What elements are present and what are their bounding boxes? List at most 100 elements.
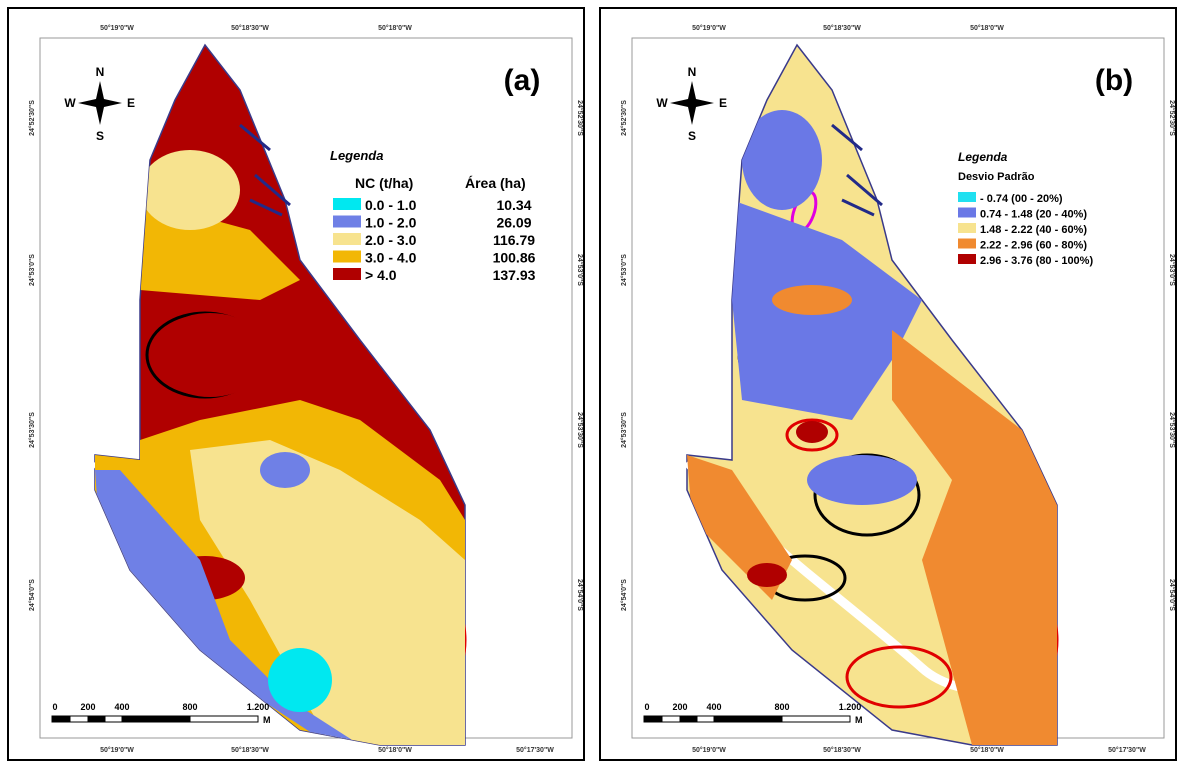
coord-label: 24°54'0"S [620,579,628,611]
legend-area: 116.79 [493,232,535,248]
scale-segment [69,715,89,723]
compass-n: N [96,65,105,79]
panel-label: (b) [1095,64,1133,97]
scale-unit: M [263,715,271,725]
scale-label: 1.200 [247,702,270,712]
compass-s: S [688,129,696,143]
scale-label: 400 [114,702,129,712]
compass-e: E [719,96,727,110]
compass-w: W [656,96,668,110]
scale-label: 1.200 [839,702,862,712]
legend-title: Legenda [330,148,383,163]
legend-swatch [958,254,976,264]
class-patch [772,285,852,315]
scale-segment [51,715,71,723]
legend-range: 3.0 - 4.0 [365,250,417,266]
legend-swatch [333,215,361,228]
channel [239,123,291,217]
highlight-ellipse [813,453,921,537]
coord-label: 24°52'30"S [576,100,584,136]
coord-label: 24°52'30"S [28,100,36,136]
scale-segment [661,715,681,723]
legend-swatch [333,198,361,210]
legend-swatch [333,250,361,263]
legend-area: 10.34 [496,197,531,213]
coord-label: 50°18'30"W [823,24,861,32]
scale-label: 400 [706,702,721,712]
scale-segment [679,715,698,723]
coord-label: 24°53'0"S [1168,254,1176,286]
class-patch [807,455,917,505]
scale-segment [121,715,191,723]
compass-n: N [688,65,697,79]
coord-label: 24°52'30"S [1168,100,1176,136]
coord-label: 50°19'0"W [692,746,726,754]
legend-header: Área (ha) [465,175,526,191]
legend-swatch [958,238,976,249]
coord-label: 24°53'0"S [576,254,584,286]
coord-label: 50°18'0"W [378,746,412,754]
patch-group [687,110,1057,745]
class-patch [892,330,1057,745]
legend-area: 137.93 [493,267,536,283]
coord-label: 50°18'0"W [970,746,1004,754]
map-frame [631,37,1165,739]
legend-range: 0.0 - 1.0 [365,197,417,213]
legend-area: 100.86 [493,250,536,266]
legend-swatch [333,268,361,280]
scale-label: 800 [182,702,197,712]
legend-swatch [958,207,976,218]
legend-range: 2.22 - 2.96 (60 - 80%) [980,240,1087,252]
scale-segment [87,715,106,723]
coord-label: 24°53'30"S [576,412,584,448]
legend-range: 2.0 - 3.0 [365,232,417,248]
scale-segment [696,715,715,723]
scale-unit: M [855,715,863,725]
legend-swatch [958,223,976,233]
compass-s: S [96,129,104,143]
coord-label: 50°18'0"W [970,24,1004,32]
class-patch [95,470,360,745]
coord-label: 24°54'0"S [1168,579,1176,611]
channel [831,123,883,217]
legend-range: 0.74 - 1.48 (20 - 40%) [980,209,1087,221]
coord-label: 50°17'30"W [1108,746,1146,754]
patches [687,110,1057,745]
map-panel: 50°19'0"W 50°18'30"W 50°18'0"W 50°19'0"W 50°… [599,7,1177,761]
coord-label: 24°53'30"S [620,412,628,448]
compass-rose [670,81,714,125]
compass-rose [78,81,122,125]
class-patch [140,150,240,230]
scale-segment [713,715,783,723]
legend-header: NC (t/ha) [355,175,413,191]
class-patch [268,648,332,712]
legend-range: 1.48 - 2.22 (40 - 60%) [980,224,1087,236]
coord-label: 50°18'30"W [231,746,269,754]
map-panel: 50°19'0"W 50°18'30"W 50°18'0"W 50°19'0"W 50°… [7,7,585,761]
compass-w: W [64,96,76,110]
legend-range: 2.96 - 3.76 (80 - 100%) [980,255,1093,267]
compass-e: E [127,96,135,110]
scale-segment [104,715,123,723]
coord-label: 24°54'0"S [28,579,36,611]
legend-range: 1.0 - 2.0 [365,215,417,231]
class-patch [742,110,822,210]
highlight-ellipse [845,645,953,709]
class-patch [796,421,828,443]
coord-label: 24°53'0"S [620,254,628,286]
scale-label: 0 [644,702,649,712]
legend-range: - 0.74 (00 - 20%) [980,193,1063,205]
class-patch [190,440,465,745]
coord-label: 24°53'30"S [28,412,36,448]
class-patch [260,452,310,488]
legend-title: Legenda [958,150,1008,164]
class-patch [747,563,787,587]
coord-label: 50°19'0"W [692,24,726,32]
legend-swatch [958,192,976,202]
legend-range: > 4.0 [365,267,397,283]
panel-label: (a) [504,64,541,97]
scale-label: 800 [774,702,789,712]
legend-area: 26.09 [496,215,531,231]
coord-label: 50°17'30"W [516,746,554,754]
